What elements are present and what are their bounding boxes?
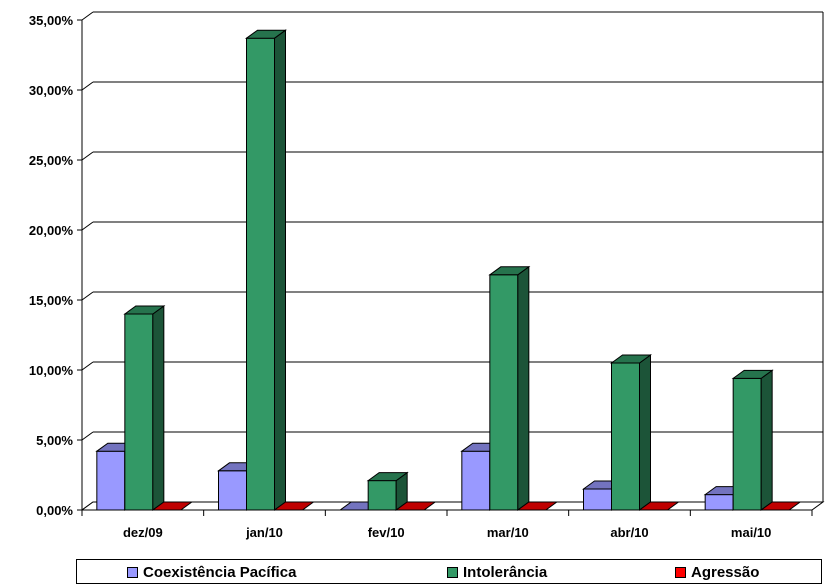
bar-front — [704, 494, 734, 511]
x-tick-label: jan/10 — [245, 525, 283, 540]
bar-front — [611, 362, 640, 511]
bar-front — [489, 274, 519, 511]
bar-front — [367, 480, 397, 511]
x-tick-label: fev/10 — [368, 525, 405, 540]
bar-front — [732, 377, 762, 511]
y-tick-label: 5,00% — [36, 433, 73, 448]
grid-diag — [81, 221, 94, 231]
x-tick-label: dez/09 — [123, 525, 163, 540]
legend-label-intolerancia: Intolerância — [463, 563, 548, 581]
bar-top — [731, 369, 774, 379]
legend-swatch-intolerancia — [447, 566, 458, 578]
bar-top — [244, 29, 288, 39]
legend: Coexistência Pacífica Intolerância Agres… — [76, 559, 822, 584]
bar-side — [639, 354, 651, 511]
bar-top — [151, 501, 194, 511]
bar-front — [96, 450, 126, 511]
bar-top — [272, 501, 316, 511]
grid-diag — [81, 81, 94, 91]
legend-label-agressao: Agressão — [691, 563, 760, 581]
grid-diag — [81, 431, 94, 441]
y-tick-label: 35,00% — [29, 13, 74, 28]
y-tick-label: 20,00% — [29, 223, 74, 238]
bar-top — [637, 501, 681, 511]
grid-diag — [81, 291, 94, 301]
bar-front — [583, 488, 612, 511]
legend-swatch-agressao — [675, 566, 686, 578]
legend-item-coexistencia: Coexistência Pacífica — [127, 563, 297, 581]
bar-top — [609, 354, 653, 364]
bar-front — [124, 313, 154, 511]
y-tick-label: 15,00% — [29, 293, 74, 308]
bar-top — [516, 501, 559, 511]
bar-front — [246, 37, 275, 511]
bar-side — [760, 369, 773, 511]
bar-front — [461, 450, 491, 511]
x-tick-label: mai/10 — [731, 525, 771, 540]
bar-front — [218, 470, 247, 511]
bar-top — [488, 266, 531, 276]
y-tick-label: 0,00% — [36, 503, 73, 518]
y-tick-label: 25,00% — [29, 153, 74, 168]
grid-diag — [81, 361, 94, 371]
y-tick-label: 10,00% — [29, 363, 74, 378]
bar-side — [274, 29, 286, 511]
bar-side — [152, 305, 165, 511]
grid-diag — [81, 11, 94, 21]
bar-top — [123, 305, 166, 315]
x-tick-label: abr/10 — [610, 525, 648, 540]
y-tick-label: 30,00% — [29, 83, 74, 98]
bar-top — [366, 472, 409, 482]
legend-label-coexistencia: Coexistência Pacífica — [143, 563, 297, 581]
bar-side — [517, 265, 530, 511]
legend-item-intolerancia: Intolerância — [447, 563, 548, 581]
x-tick-label: mar/10 — [487, 525, 529, 540]
plot-back-wall — [93, 12, 823, 502]
chart-plot: 0,00% 5,00% 10,00% 15,00% 20,00% 25,00% 30,00%… — [29, 11, 825, 540]
legend-swatch-coexistencia — [127, 566, 138, 578]
bar-top — [394, 501, 437, 511]
grid-diag — [81, 151, 94, 161]
legend-item-agressao: Agressão — [675, 563, 760, 581]
bar-top — [759, 501, 802, 511]
